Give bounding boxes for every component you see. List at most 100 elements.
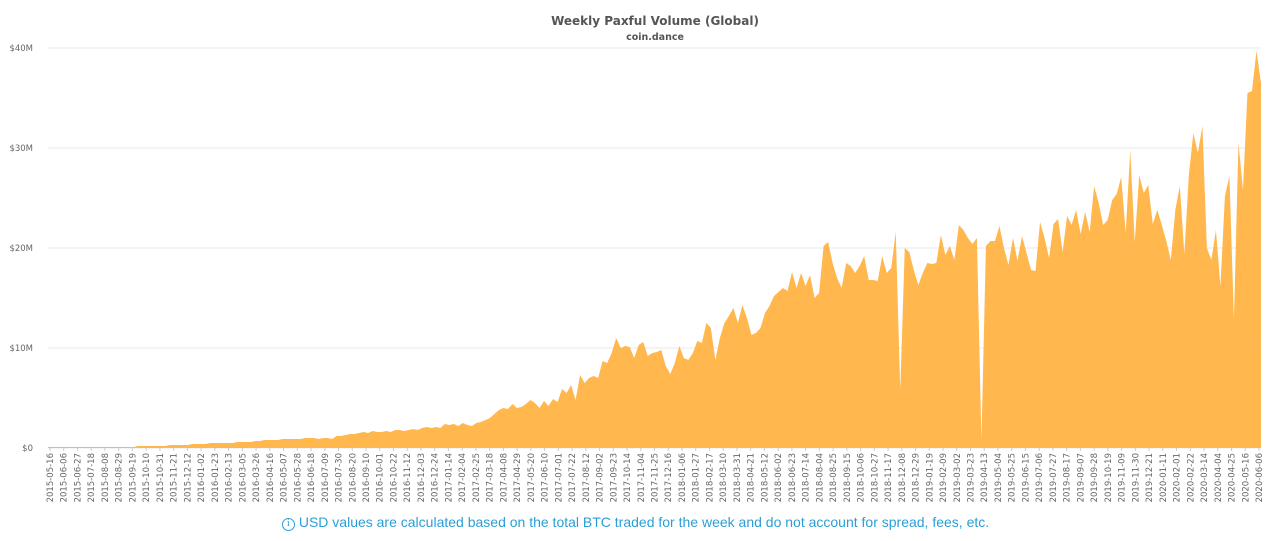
x-tick-label: 2015-12-12 [183, 453, 193, 502]
x-tick-label: 2016-08-20 [348, 453, 358, 502]
x-tick-label: 2017-07-01 [554, 453, 564, 502]
x-tick-label: 2017-10-14 [623, 453, 633, 502]
x-tick-label: 2017-12-16 [664, 453, 674, 502]
x-tick-label: 2019-09-07 [1076, 453, 1086, 502]
x-tick-label: 2018-04-21 [747, 453, 757, 502]
x-tick-label: 2018-01-27 [692, 453, 702, 502]
x-tick-label: 2019-04-13 [980, 453, 990, 502]
x-tick-label: 2015-05-16 [46, 453, 56, 502]
x-tick-label: 2015-10-31 [156, 453, 166, 502]
x-tick-label: 2019-06-15 [1021, 453, 1031, 502]
x-tick-label: 2018-05-12 [760, 453, 770, 502]
x-tick-label: 2019-03-23 [966, 453, 976, 502]
x-tick-label: 2019-07-27 [1049, 453, 1059, 502]
x-tick-label: 2016-03-26 [252, 453, 262, 502]
x-tick-label: 2017-06-10 [541, 453, 551, 502]
x-axis: 2015-05-16 2015-06-06 2015-06-27 2015-07-18… [46, 448, 1265, 502]
x-tick-label: 2017-02-25 [472, 453, 482, 502]
y-tick-label: $20M [9, 244, 33, 254]
x-tick-label: 2015-08-29 [115, 453, 125, 502]
x-tick-label: 2020-02-01 [1173, 453, 1183, 502]
x-tick-label: 2016-11-12 [403, 453, 413, 502]
footer-text: USD values are calculated based on the t… [298, 514, 990, 530]
x-tick-label: 2017-08-12 [582, 453, 592, 502]
y-tick-label: $30M [9, 144, 33, 154]
x-tick-label: 2016-12-24 [431, 453, 441, 502]
x-tick-label: 2017-04-08 [499, 453, 509, 502]
x-tick-label: 2017-11-04 [637, 453, 647, 502]
x-tick-label: 2017-09-02 [596, 453, 606, 502]
x-tick-label: 2019-01-19 [925, 453, 935, 502]
chart-title: Weekly Paxful Volume (Global) [551, 14, 759, 28]
x-tick-label: 2019-10-19 [1104, 453, 1114, 502]
x-tick-label: 2016-03-05 [238, 453, 248, 502]
x-tick-label: 2015-06-06 [60, 453, 70, 502]
x-tick-label: 2016-06-18 [307, 453, 317, 502]
series-area [48, 51, 1261, 448]
x-tick-label: 2018-09-15 [843, 453, 853, 502]
x-tick-label: 2020-02-22 [1186, 453, 1196, 502]
x-tick-label: 2015-07-18 [87, 453, 97, 502]
x-tick-label: 2016-12-03 [417, 453, 427, 502]
x-tick-label: 2020-05-16 [1241, 453, 1251, 502]
x-tick-label: 2020-06-06 [1255, 453, 1265, 502]
x-tick-label: 2016-07-09 [321, 453, 331, 502]
x-tick-label: 2015-06-27 [73, 453, 83, 502]
x-tick-label: 2019-12-21 [1145, 453, 1155, 502]
x-tick-label: 2018-10-27 [870, 453, 880, 502]
x-tick-label: 2019-02-09 [939, 453, 949, 502]
x-tick-label: 2015-08-08 [101, 453, 111, 502]
x-tick-label: 2020-03-14 [1200, 453, 1210, 502]
x-tick-label: 2016-10-01 [376, 453, 386, 502]
x-tick-label: 2019-11-09 [1118, 453, 1128, 502]
chart-subtitle: coin.dance [626, 32, 684, 43]
x-tick-label: 2015-10-10 [142, 453, 152, 502]
x-tick-label: 2016-07-30 [335, 453, 345, 502]
x-tick-label: 2016-04-16 [266, 453, 276, 502]
info-icon: i [281, 518, 295, 531]
x-tick-label: 2019-08-17 [1063, 453, 1073, 502]
x-tick-label: 2019-05-25 [1008, 453, 1018, 502]
x-tick-label: 2017-03-18 [486, 453, 496, 502]
x-tick-label: 2018-02-17 [705, 453, 715, 502]
x-tick-label: 2018-08-25 [829, 453, 839, 502]
x-tick-label: 2017-09-23 [609, 453, 619, 502]
x-tick-label: 2020-04-04 [1214, 453, 1224, 502]
x-tick-label: 2016-10-22 [389, 453, 399, 502]
y-tick-label: $0 [22, 444, 33, 454]
x-tick-label: 2018-06-02 [774, 453, 784, 502]
x-tick-label: 2016-09-10 [362, 453, 372, 502]
x-tick-label: 2019-11-30 [1131, 453, 1141, 502]
y-tick-label: $40M [9, 44, 33, 54]
x-tick-label: 2017-05-20 [527, 453, 537, 502]
y-axis: $0 $10M $20M $30M $40M [9, 44, 33, 454]
x-tick-label: 2020-01-11 [1159, 453, 1169, 502]
x-tick-label: 2018-03-10 [719, 453, 729, 502]
x-tick-label: 2018-01-06 [678, 453, 688, 502]
x-tick-label: 2017-07-22 [568, 453, 578, 502]
x-tick-label: 2019-03-02 [953, 453, 963, 502]
x-tick-label: 2018-11-17 [884, 453, 894, 502]
x-tick-label: 2016-02-13 [225, 453, 235, 502]
footer-note: i USD values are calculated based on the … [0, 514, 1271, 531]
x-tick-label: 2018-06-23 [788, 453, 798, 502]
x-tick-label: 2017-01-14 [444, 453, 454, 502]
x-tick-label: 2018-10-06 [857, 453, 867, 502]
x-tick-label: 2019-09-28 [1090, 453, 1100, 502]
x-tick-label: 2017-04-29 [513, 453, 523, 502]
x-tick-label: 2018-08-04 [815, 453, 825, 502]
x-tick-label: 2016-01-02 [197, 453, 207, 502]
x-tick-label: 2015-11-21 [170, 453, 180, 502]
x-tick-label: 2017-02-04 [458, 453, 468, 502]
x-tick-label: 2019-05-04 [994, 453, 1004, 502]
y-tick-label: $10M [9, 344, 33, 354]
x-tick-label: 2018-07-14 [802, 453, 812, 502]
x-tick-label: 2018-12-08 [898, 453, 908, 502]
x-tick-label: 2015-09-19 [128, 453, 138, 502]
x-tick-label: 2019-07-06 [1035, 453, 1045, 502]
x-tick-label: 2017-11-25 [651, 453, 661, 502]
x-tick-label: 2018-12-29 [912, 453, 922, 502]
x-tick-label: 2016-01-23 [211, 453, 221, 502]
x-tick-label: 2020-04-25 [1228, 453, 1238, 502]
